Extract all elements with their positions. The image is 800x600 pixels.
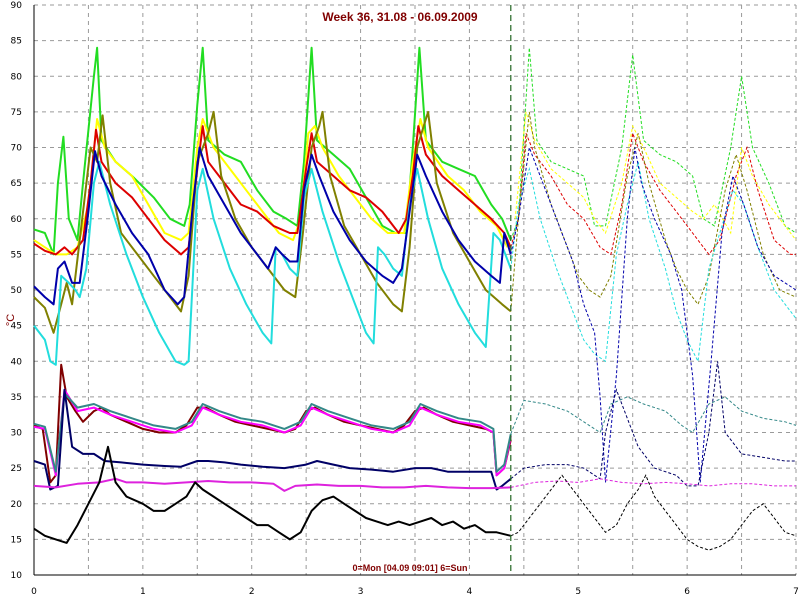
series-line-11 xyxy=(33,445,512,544)
y-tick-label: 80 xyxy=(11,72,23,82)
series-forecast-4 xyxy=(510,161,797,363)
axes xyxy=(33,5,796,576)
chart-title: Week 36, 31.08 - 06.09.2009 xyxy=(322,10,478,24)
y-tick-label: 20 xyxy=(11,500,23,510)
series-forecast-11 xyxy=(510,474,797,551)
y-tick-label: 65 xyxy=(11,179,22,189)
y-tick-label: 40 xyxy=(11,357,23,367)
y-tick-label: 70 xyxy=(11,144,23,154)
series-forecast-5 xyxy=(510,145,797,483)
series-forecast-3 xyxy=(510,111,797,312)
y-tick-label: 85 xyxy=(11,37,22,47)
series-forecast-9 xyxy=(510,361,796,487)
y-tick-label: 25 xyxy=(11,464,22,474)
series-line-10 xyxy=(33,477,511,492)
y-tick-label: 15 xyxy=(11,535,22,545)
series-line-6 xyxy=(33,363,512,484)
chart-footer: 0=Mon [04.09 09:01] 6=Sun xyxy=(352,563,467,573)
y-tick-label: 60 xyxy=(11,215,23,225)
series-line-2 xyxy=(33,125,512,256)
x-tick-label: 6 xyxy=(684,587,690,597)
series-line-0 xyxy=(33,46,512,256)
series-line-8 xyxy=(33,392,512,473)
series-line-9 xyxy=(33,388,512,491)
series-forecast-1 xyxy=(514,111,797,241)
series-forecast-2 xyxy=(510,131,796,256)
y-tick-label: 75 xyxy=(11,108,22,118)
x-tick-label: 3 xyxy=(358,587,364,597)
y-tick-label: 35 xyxy=(11,393,22,403)
x-tick-label: 0 xyxy=(31,587,37,597)
series-line-7 xyxy=(33,388,512,477)
x-tick-label: 4 xyxy=(467,587,473,597)
series-line-4 xyxy=(33,160,512,366)
series-lines xyxy=(33,46,797,551)
y-tick-label: 55 xyxy=(11,250,22,260)
y-tick-label: 30 xyxy=(11,429,23,439)
x-tick-label: 5 xyxy=(575,587,581,597)
series-forecast-8 xyxy=(510,396,797,435)
x-tick-label: 7 xyxy=(793,587,799,597)
y-tick-label: 10 xyxy=(11,571,23,581)
y-tick-label: 50 xyxy=(11,286,23,296)
y-tick-label: 45 xyxy=(11,322,22,332)
series-line-5 xyxy=(33,146,512,306)
y-axis-label: °C xyxy=(5,314,17,326)
x-tick-label: 2 xyxy=(249,587,255,597)
y-tick-label: 90 xyxy=(11,1,23,11)
x-tick-label: 1 xyxy=(140,587,146,597)
grid xyxy=(34,4,797,575)
